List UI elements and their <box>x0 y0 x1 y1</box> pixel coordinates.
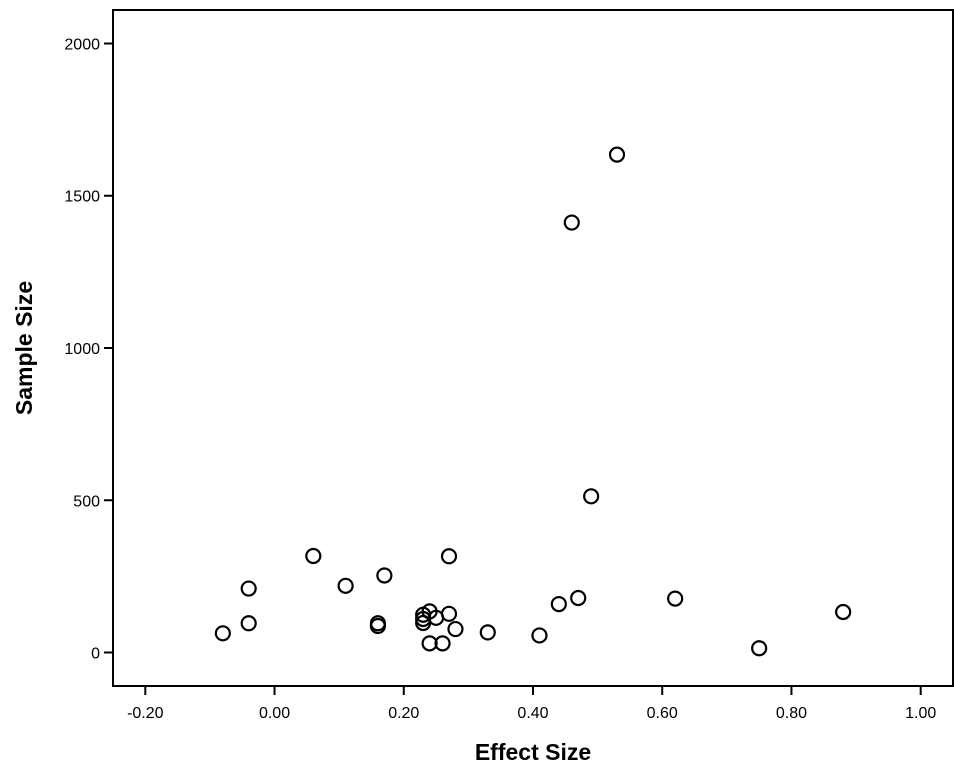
data-point <box>583 488 600 505</box>
data-point <box>563 214 580 231</box>
data-point <box>835 603 852 621</box>
x-tick-label: 0.20 <box>388 705 419 722</box>
x-axis: -0.20 0.00 0.20 0.40 0.60 0.80 1.00 <box>127 686 936 722</box>
data-point <box>369 617 387 635</box>
data-point <box>447 620 464 638</box>
x-tick-label: 0.60 <box>647 705 678 722</box>
data-points <box>214 146 852 657</box>
x-tick-label: 1.00 <box>905 705 936 722</box>
data-point <box>337 577 354 594</box>
data-point <box>434 635 451 652</box>
y-axis-title: Sample Size <box>11 281 37 415</box>
data-point <box>667 590 684 607</box>
y-tick-label: 500 <box>73 493 100 510</box>
data-point <box>751 640 768 657</box>
y-axis: 0 500 1000 1500 2000 <box>64 36 113 663</box>
y-tick-label: 1500 <box>64 189 100 206</box>
data-point <box>608 146 626 163</box>
x-tick-label: -0.20 <box>127 705 164 722</box>
y-tick-label: 1000 <box>64 341 100 358</box>
data-point <box>240 580 257 597</box>
y-tick-label: 0 <box>91 646 100 663</box>
x-axis-title: Effect Size <box>475 739 591 765</box>
data-point <box>531 627 548 644</box>
x-tick-label: 0.80 <box>776 705 807 722</box>
data-point <box>305 547 322 565</box>
data-point <box>550 595 567 613</box>
x-tick-label: 0.00 <box>259 705 290 722</box>
data-point <box>570 589 587 607</box>
data-point <box>240 615 257 632</box>
x-tick-label: 0.40 <box>517 705 548 722</box>
data-point <box>376 567 393 584</box>
plot-frame <box>112 9 954 687</box>
y-tick-label: 2000 <box>64 36 100 53</box>
data-point <box>214 625 231 642</box>
data-point <box>440 548 458 565</box>
data-point <box>415 614 432 632</box>
data-point <box>479 624 496 641</box>
